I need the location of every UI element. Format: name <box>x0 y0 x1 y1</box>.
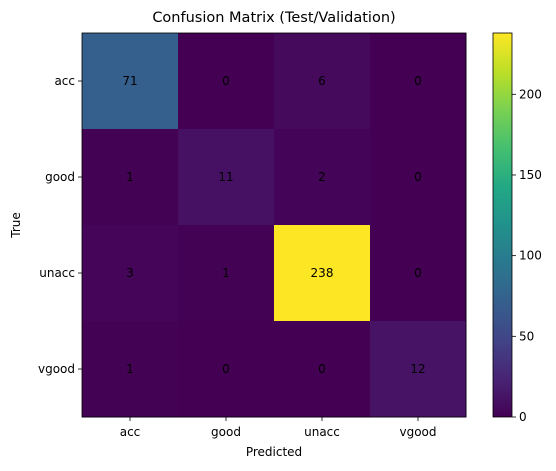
cell-value-label: 0 <box>222 362 230 376</box>
heatmap-cell <box>274 225 371 322</box>
y-tick-label: unacc <box>39 266 75 280</box>
heatmap-cells <box>82 33 467 418</box>
heatmap-cell-labels: 71 0 6 01 11 2 03 1 238 01 0 0 12 <box>122 74 425 376</box>
heatmap-cell <box>370 129 467 226</box>
colorbar-tick-label: 50 <box>519 329 534 343</box>
colorbar-tick-label: 100 <box>519 249 542 263</box>
heatmap-cell <box>178 225 275 322</box>
colorbar-ticks: 0 50 100 150 200 <box>512 87 542 424</box>
colorbar <box>492 32 513 418</box>
cell-value-label: 12 <box>410 362 425 376</box>
chart-title: Confusion Matrix (Test/Validation) <box>152 10 395 26</box>
heatmap-cell <box>274 129 371 226</box>
heatmap-cell <box>370 33 467 130</box>
colorbar-tick-label: 200 <box>519 87 542 101</box>
y-tick-label: good <box>45 170 75 184</box>
heatmap-cell <box>370 225 467 322</box>
cell-value-label: 0 <box>318 362 326 376</box>
heatmap-cell <box>82 129 179 226</box>
cell-value-label: 2 <box>318 170 326 184</box>
cell-value-label: 71 <box>122 74 137 88</box>
cell-value-label: 1 <box>222 266 230 280</box>
x-tick-label: vgood <box>399 425 436 439</box>
cell-value-label: 1 <box>126 170 134 184</box>
cell-value-label: 0 <box>414 170 422 184</box>
heatmap-cell <box>274 33 371 130</box>
cell-value-label: 3 <box>126 266 134 280</box>
y-tick-label: vgood <box>38 362 75 376</box>
heatmap-cell <box>82 321 179 418</box>
heatmap-cell <box>370 321 467 418</box>
cell-value-label: 0 <box>222 74 230 88</box>
y-axis-label: True <box>9 212 23 239</box>
heatmap-cell <box>274 321 371 418</box>
plot-frame <box>81 32 467 418</box>
colorbar-tick-label: 150 <box>519 168 542 182</box>
x-tick-label: good <box>211 425 241 439</box>
heatmap-cell <box>178 321 275 418</box>
y-axis-ticks: acc good unacc vgood <box>38 74 82 376</box>
heatmap-cell <box>82 33 179 130</box>
cell-value-label: 238 <box>311 266 334 280</box>
x-axis-label: Predicted <box>246 445 302 459</box>
cell-value-label: 0 <box>414 266 422 280</box>
x-tick-label: unacc <box>304 425 340 439</box>
y-tick-label: acc <box>54 74 75 88</box>
cell-value-label: 1 <box>126 362 134 376</box>
heatmap-cell <box>178 129 275 226</box>
cell-value-label: 6 <box>318 74 326 88</box>
cell-value-label: 0 <box>414 74 422 88</box>
heatmap-cell <box>82 225 179 322</box>
x-tick-label: acc <box>120 425 141 439</box>
heatmap-cell <box>178 33 275 130</box>
x-axis-ticks: acc good unacc vgood <box>120 417 437 439</box>
colorbar-tick-label: 0 <box>519 410 527 424</box>
cell-value-label: 11 <box>218 170 233 184</box>
